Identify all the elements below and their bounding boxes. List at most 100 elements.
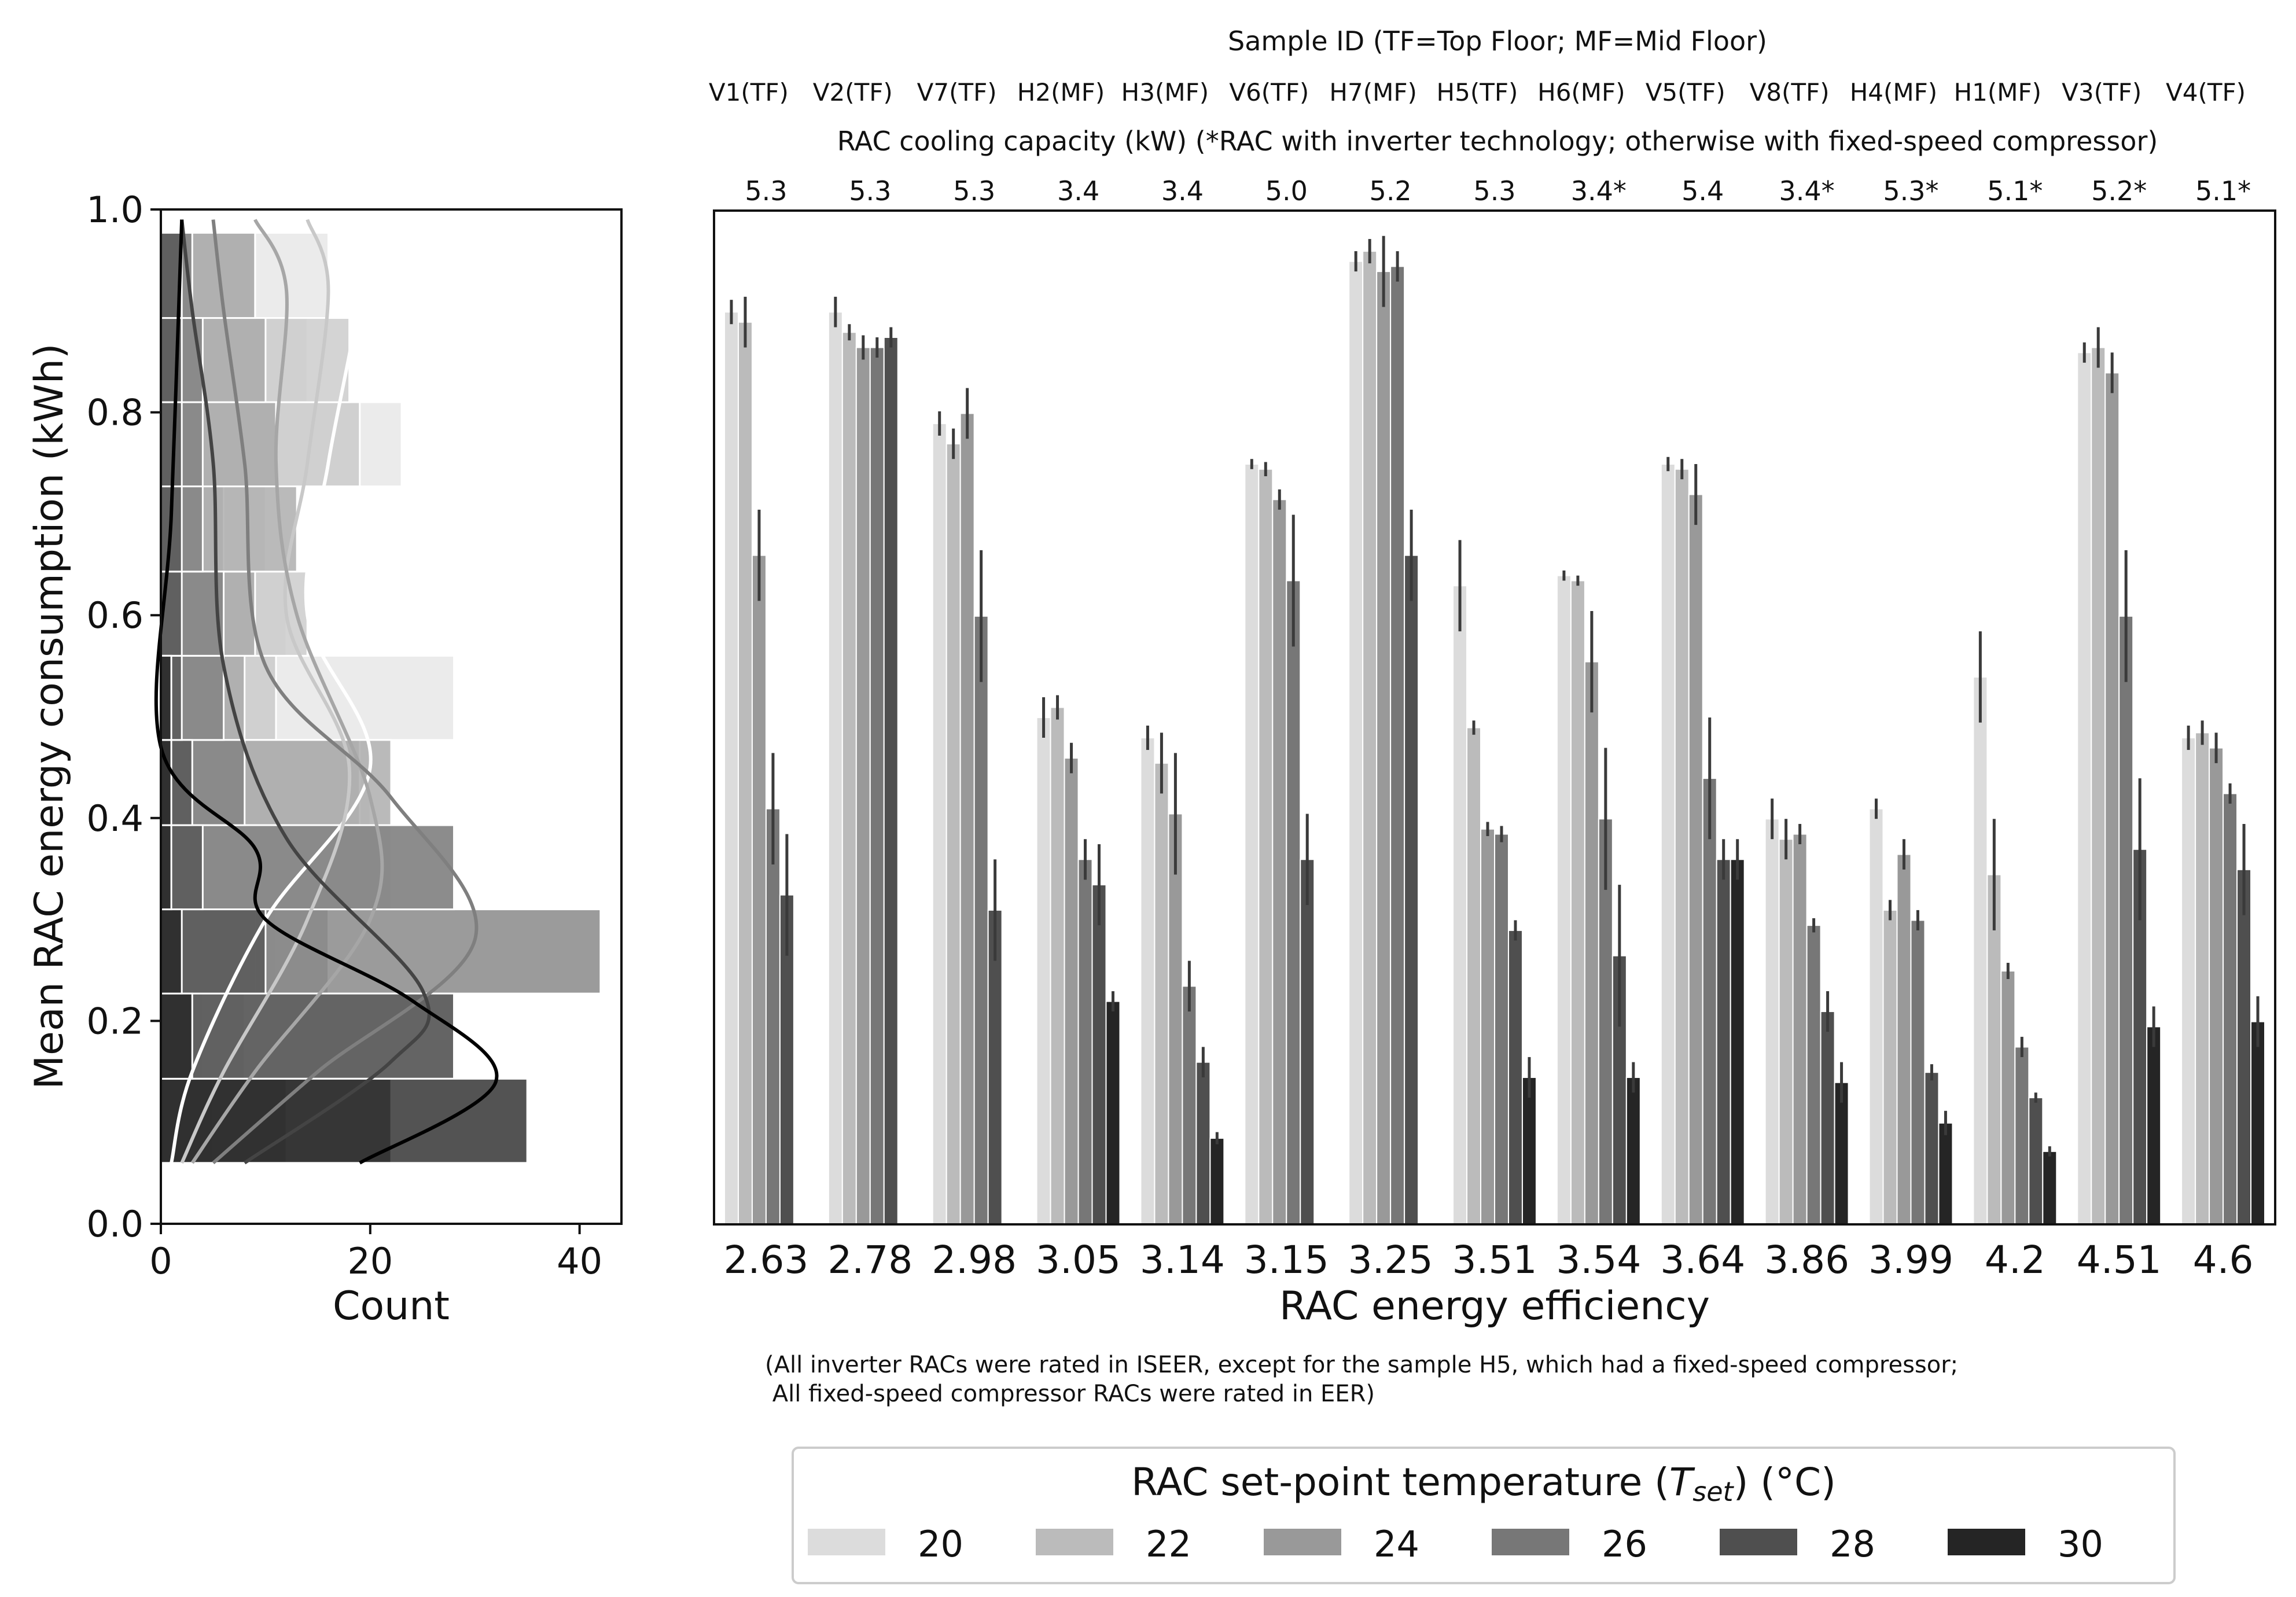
hist-y-tick-label: 1.0 bbox=[86, 189, 144, 231]
bar-3.54-set-30 bbox=[1625, 1076, 1641, 1225]
sample-id-title: Sample ID (TF=Top Floor; MF=Mid Floor) bbox=[1228, 25, 1767, 57]
capacity-label: 5.3 bbox=[745, 175, 787, 207]
bar-3.25-set-28 bbox=[1404, 554, 1419, 1225]
capacity-label: 5.2* bbox=[2091, 175, 2147, 207]
bar-3.15-set-24 bbox=[1272, 499, 1287, 1226]
efficiency-tick-label: 3.25 bbox=[1348, 1238, 1433, 1282]
bar-3.15-set-20 bbox=[1244, 463, 1260, 1225]
hist-y-tick-label: 0.8 bbox=[86, 392, 144, 434]
bar-3.99-set-30 bbox=[1938, 1122, 1953, 1226]
sample-id-label: H2(MF) bbox=[1017, 78, 1105, 106]
sample-id-label: V3(TF) bbox=[2062, 78, 2142, 106]
efficiency-tick-label: 2.98 bbox=[932, 1238, 1017, 1282]
bar-3.86-set-26 bbox=[1806, 925, 1822, 1226]
sample-id-label: V5(TF) bbox=[1646, 78, 1725, 106]
sample-id-label: H5(TF) bbox=[1437, 78, 1518, 106]
bar-4.6-set-20 bbox=[2181, 737, 2196, 1226]
bar-3.64-set-24 bbox=[1688, 494, 1703, 1225]
capacity-label: 5.2 bbox=[1370, 175, 1412, 207]
bar-4.6-set-28 bbox=[2236, 869, 2252, 1226]
bar-4.51-set-30 bbox=[2146, 1026, 2162, 1225]
hist-y-tick-label: 0.6 bbox=[86, 594, 144, 636]
sample-id-label: V1(TF) bbox=[709, 78, 789, 106]
kde-curve-20 bbox=[170, 219, 373, 1164]
histogram-x-ticks: 0 20 40 bbox=[149, 1224, 602, 1282]
bar-3.51-set-22 bbox=[1466, 727, 1482, 1225]
bar-4.2-set-30 bbox=[2042, 1150, 2058, 1225]
bar-3.99-set-28 bbox=[1924, 1072, 1940, 1225]
bar-4.6-set-24 bbox=[2209, 747, 2224, 1226]
bar-3.14-set-20 bbox=[1140, 737, 1156, 1226]
hist-y-tick-label: 0.0 bbox=[86, 1203, 144, 1245]
footnote-line-2: All fixed-speed compressor RACs were rat… bbox=[765, 1381, 1375, 1407]
bar-3.25-set-26 bbox=[1390, 266, 1405, 1225]
bar-2.98-set-22 bbox=[945, 443, 961, 1226]
legend-swatch-22 bbox=[1036, 1529, 1113, 1555]
bar-3.51-set-26 bbox=[1494, 833, 1509, 1225]
bar-4.51-set-24 bbox=[2104, 372, 2120, 1226]
efficiency-tick-label: 3.14 bbox=[1140, 1238, 1225, 1282]
bar-3.99-set-22 bbox=[1882, 909, 1898, 1225]
bar-2.78-set-20 bbox=[827, 311, 843, 1226]
legend-label-28: 28 bbox=[1830, 1523, 1875, 1565]
bar-2.78-set-26 bbox=[869, 347, 885, 1225]
sample-id-label: V2(TF) bbox=[813, 78, 893, 106]
bar-3.99-set-24 bbox=[1896, 853, 1912, 1225]
bar-4.6-set-30 bbox=[2250, 1021, 2266, 1225]
bars bbox=[723, 251, 2266, 1226]
bar-2.63-set-26 bbox=[765, 808, 781, 1226]
hist-y-tick-label: 0.4 bbox=[86, 797, 144, 840]
bar-4.6-set-26 bbox=[2223, 793, 2238, 1225]
bar-2.63-set-20 bbox=[723, 311, 739, 1226]
bar-2.78-set-24 bbox=[855, 347, 871, 1225]
histogram-x-label: Count bbox=[333, 1283, 450, 1329]
hist-y-tick-label: 0.2 bbox=[86, 1000, 144, 1042]
legend-label-22: 22 bbox=[1146, 1523, 1191, 1565]
hist-bar-30-bin-2 bbox=[160, 908, 183, 995]
legend-frame bbox=[792, 1447, 2176, 1584]
bar-4.2-set-20 bbox=[1973, 676, 1988, 1226]
sample-id-label: H6(MF) bbox=[1537, 78, 1625, 106]
efficiency-tick-label: 4.51 bbox=[2077, 1238, 2162, 1282]
capacity-label: 5.1* bbox=[2195, 175, 2251, 207]
legend-title: RAC set-point temperature (Tset) (°C) bbox=[1131, 1460, 1836, 1507]
efficiency-tick-label: 3.64 bbox=[1660, 1238, 1745, 1282]
bar-3.14-set-26 bbox=[1182, 985, 1197, 1226]
hist-x-tick-label: 0 bbox=[149, 1240, 172, 1282]
bar-3.64-set-30 bbox=[1730, 859, 1745, 1225]
hist-bar-30-bin-1 bbox=[160, 992, 193, 1080]
legend-swatch-20 bbox=[808, 1529, 885, 1555]
capacity-label: 5.3 bbox=[1473, 175, 1515, 207]
kde-curve-30 bbox=[154, 219, 499, 1165]
bar-3.99-set-20 bbox=[1868, 808, 1884, 1226]
legend-swatch-26 bbox=[1492, 1529, 1569, 1555]
bar-4.51-set-22 bbox=[2091, 347, 2106, 1225]
bar-2.98-set-20 bbox=[932, 422, 947, 1225]
bar-3.86-set-30 bbox=[1834, 1081, 1849, 1225]
kde-curve-24 bbox=[190, 219, 384, 1164]
sample-id-label: H7(MF) bbox=[1329, 78, 1416, 106]
histogram-y-label: Mean RAC energy consumption (kWh) bbox=[27, 343, 72, 1089]
bar-3.86-set-20 bbox=[1764, 818, 1780, 1225]
bar-3.25-set-20 bbox=[1348, 260, 1364, 1226]
bar-3.05-set-30 bbox=[1105, 1000, 1121, 1226]
bar-4.51-set-20 bbox=[2077, 352, 2092, 1225]
histogram-axes-frame bbox=[160, 208, 623, 1225]
bar-3.14-set-30 bbox=[1209, 1138, 1225, 1225]
bar-3.64-set-28 bbox=[1716, 859, 1731, 1225]
bar-2.63-set-22 bbox=[737, 321, 753, 1225]
legend-label-24: 24 bbox=[1374, 1523, 1419, 1565]
capacity-label: 3.4* bbox=[1571, 175, 1627, 207]
capacity-label: 3.4 bbox=[1057, 175, 1099, 207]
bar-3.99-set-26 bbox=[1910, 919, 1926, 1225]
hist-bar-30-bin-5 bbox=[160, 654, 172, 741]
bar-4.6-set-22 bbox=[2195, 732, 2210, 1225]
bar-3.54-set-20 bbox=[1556, 575, 1572, 1225]
capacity-label: 5.1* bbox=[1987, 175, 2043, 207]
capacity-label: 5.3 bbox=[953, 175, 995, 207]
bar-4.2-set-26 bbox=[2014, 1046, 2030, 1226]
efficiency-tick-label: 4.6 bbox=[2193, 1238, 2254, 1282]
bar-3.86-set-22 bbox=[1778, 838, 1794, 1225]
capacity-label: 5.3 bbox=[849, 175, 891, 207]
